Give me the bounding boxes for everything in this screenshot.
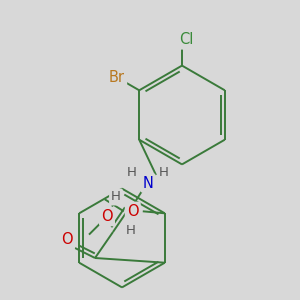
Text: O: O	[127, 204, 139, 219]
Text: H: H	[111, 190, 121, 203]
Text: O: O	[101, 209, 113, 224]
Text: Br: Br	[109, 70, 125, 85]
Text: H: H	[159, 167, 169, 179]
Text: Cl: Cl	[179, 32, 193, 47]
Text: N: N	[142, 176, 153, 190]
Text: H: H	[126, 224, 136, 236]
Text: H: H	[127, 167, 137, 179]
Text: methoxy: methoxy	[111, 210, 117, 211]
Text: O: O	[61, 232, 73, 247]
